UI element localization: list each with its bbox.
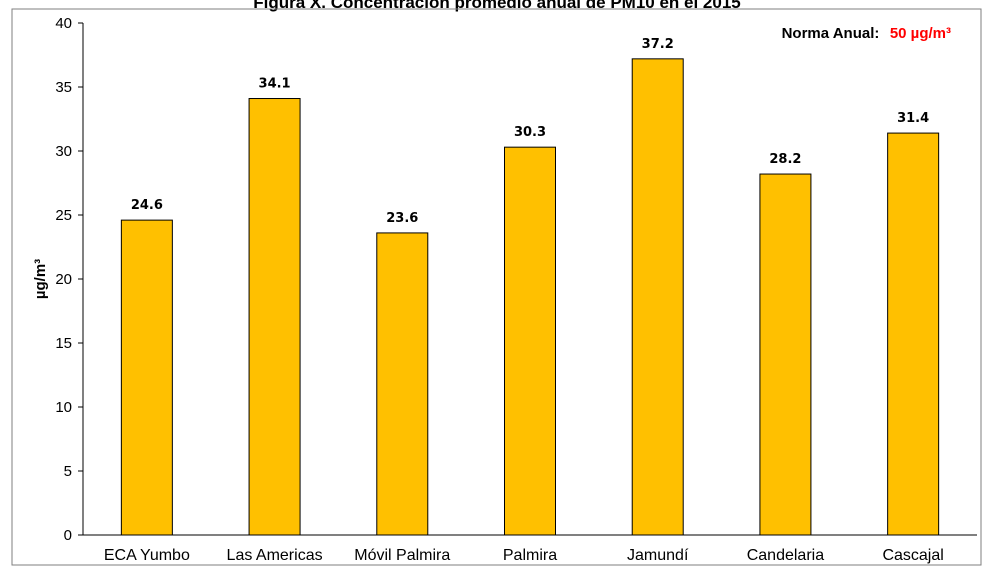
x-axis-labels: ECA Yumbo Las Americas Móvil Palmira Palmir… xyxy=(104,547,944,564)
y-tick-label: 40 xyxy=(55,15,72,32)
annual-standard-annotation: Norma Anual: 50 µg/m³ xyxy=(782,25,951,42)
x-category-label: Móvil Palmira xyxy=(354,547,450,564)
x-category-label: Candelaria xyxy=(747,547,824,564)
bar xyxy=(377,233,428,535)
annual-standard-label: Norma Anual: xyxy=(782,25,880,42)
y-tick-label: 20 xyxy=(55,271,72,288)
bar xyxy=(505,147,556,535)
x-category-label: Cascajal xyxy=(882,547,943,564)
x-category-label: Jamundí xyxy=(627,547,689,564)
y-axis-ticks: 0 5 10 15 20 25 30 35 40 xyxy=(55,15,83,544)
x-category-label: ECA Yumbo xyxy=(104,547,190,564)
x-category-label: Las Americas xyxy=(227,547,323,564)
y-tick-label: 0 xyxy=(64,527,72,544)
data-label: 24.6 xyxy=(131,198,163,213)
annual-standard-value: 50 µg/m³ xyxy=(890,25,951,42)
data-label: 37.2 xyxy=(642,37,674,52)
bar xyxy=(632,59,683,535)
y-tick-label: 10 xyxy=(55,399,72,416)
data-label: 23.6 xyxy=(386,211,418,226)
y-tick-label: 35 xyxy=(55,79,72,96)
data-label: 28.2 xyxy=(769,152,801,167)
bar xyxy=(760,174,811,535)
data-label: 31.4 xyxy=(897,111,929,126)
bars-group: 24.6 34.1 23.6 30.3 37.2 28.2 31.4 xyxy=(121,37,938,535)
bar xyxy=(249,99,300,535)
y-tick-label: 15 xyxy=(55,335,72,352)
x-category-label: Palmira xyxy=(503,547,557,564)
chart-title: Figura X. Concentración promedio anual d… xyxy=(253,0,740,12)
y-tick-label: 5 xyxy=(64,463,72,480)
data-label: 34.1 xyxy=(259,77,291,92)
y-tick-label: 25 xyxy=(55,207,72,224)
y-axis-label: µg/m³ xyxy=(32,259,49,299)
bar xyxy=(121,220,172,535)
data-label: 30.3 xyxy=(514,125,546,140)
y-tick-label: 30 xyxy=(55,143,72,160)
bar xyxy=(888,133,939,535)
